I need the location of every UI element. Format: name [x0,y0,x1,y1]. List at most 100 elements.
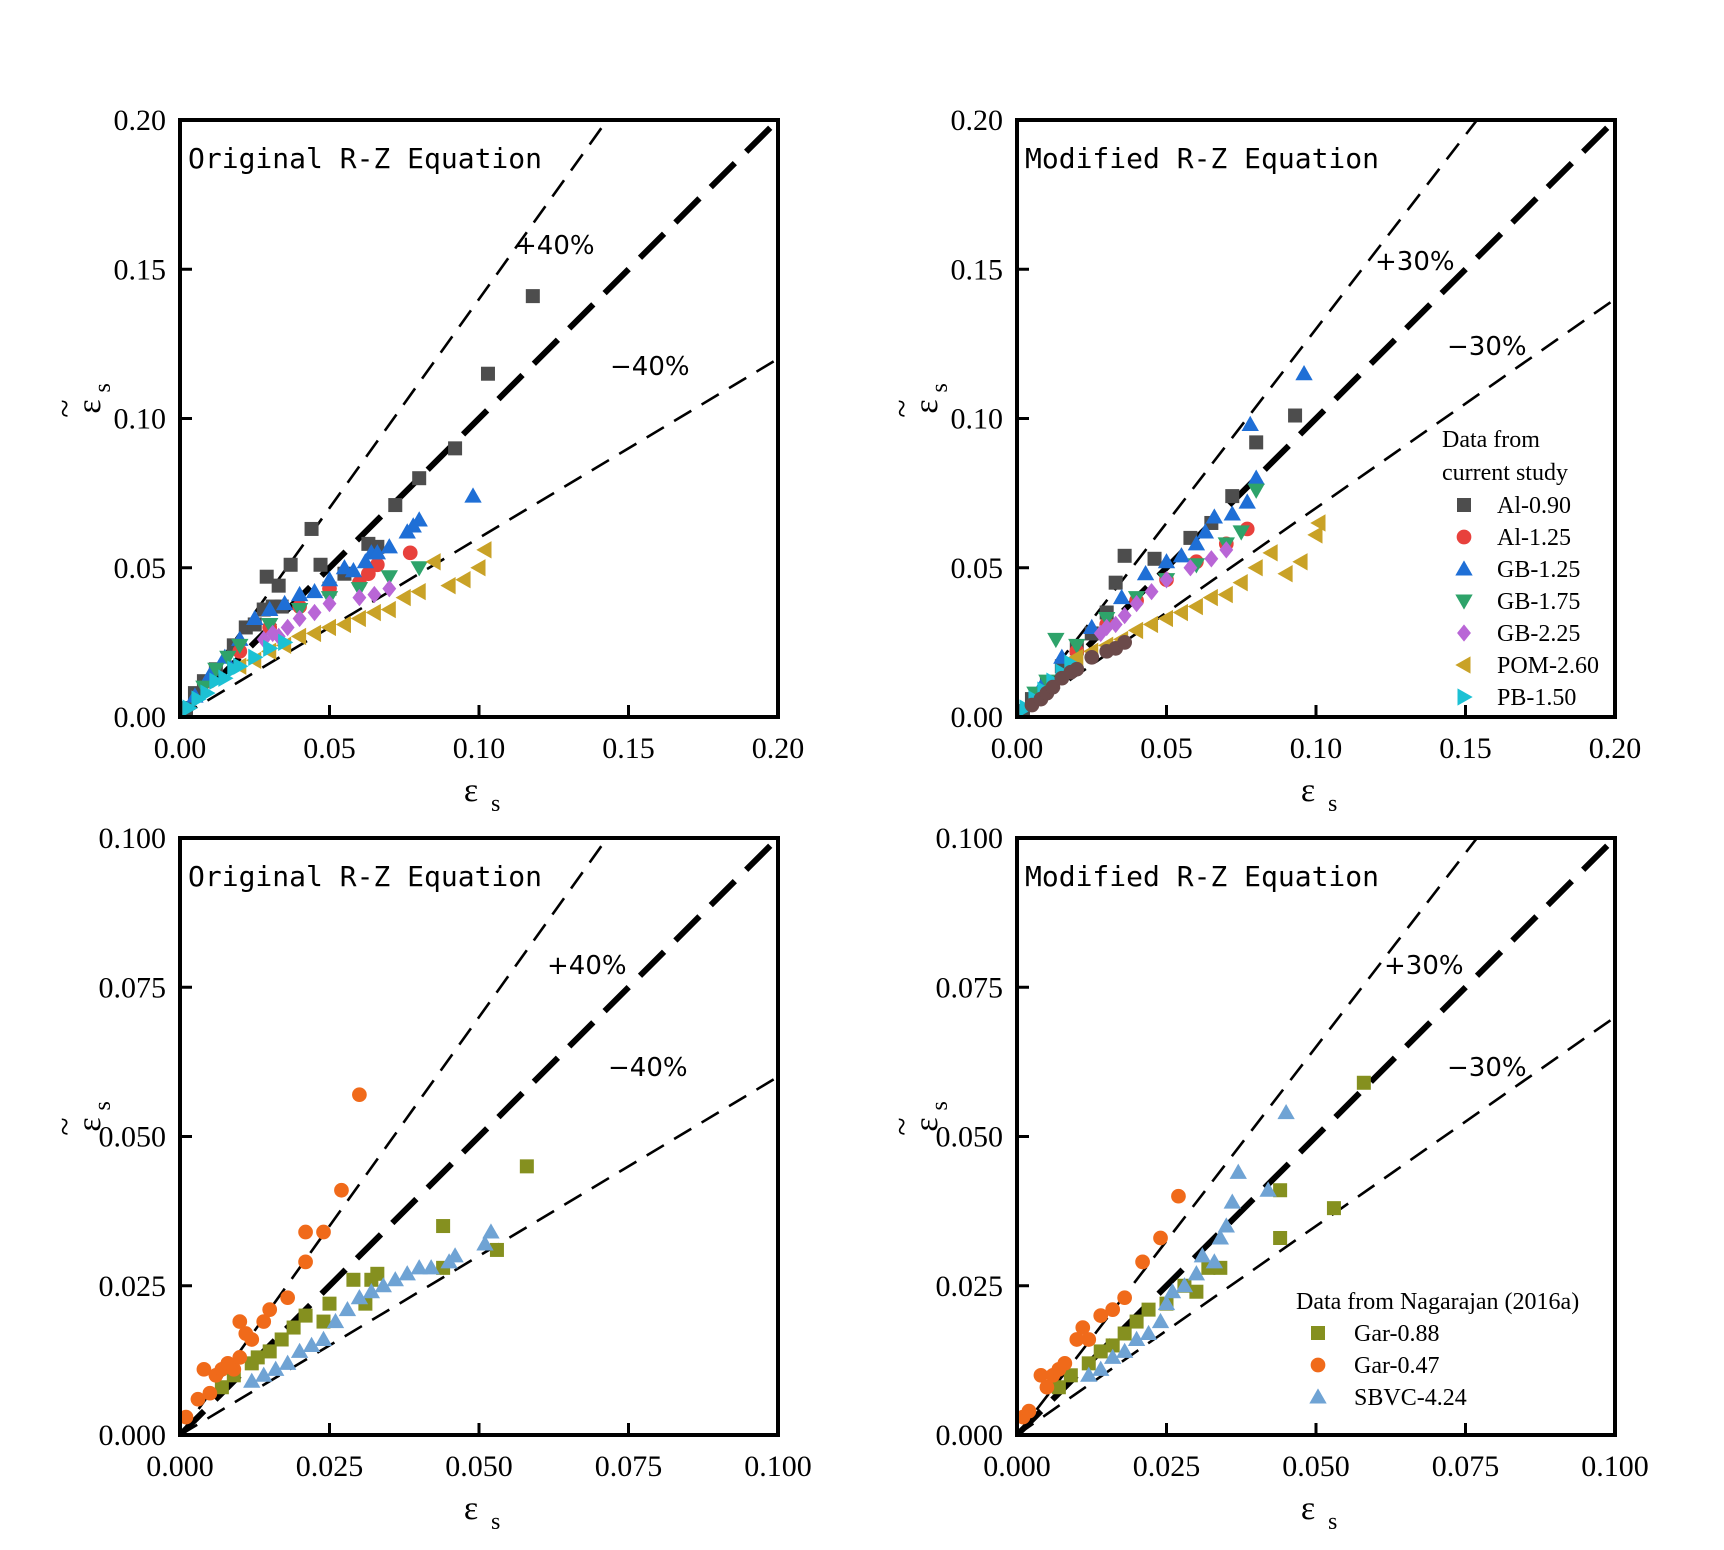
x-tick-label: 0.000 [983,1450,1051,1483]
y-tick-label: 0.025 [99,1270,167,1303]
data-point [1093,1308,1109,1323]
legend-title: current study [1442,460,1568,486]
data-point [191,690,207,708]
data-point [1232,573,1248,592]
data-point [1104,1348,1122,1364]
data-point [1033,1367,1049,1383]
series-gb-2-25 [1093,541,1234,643]
data-point [368,544,387,560]
data-point [525,289,540,304]
data-point [367,585,382,604]
x-tick-label: 0.15 [1439,732,1492,765]
data-point [1189,1284,1204,1299]
data-point [1084,649,1100,665]
legend-label: Al-0.90 [1497,493,1571,519]
data-point [1247,559,1263,577]
upper-band-label: +30% [1384,951,1464,981]
y-tick-label: 0.025 [936,1270,1004,1303]
upper-band-label: +40% [547,951,627,981]
data-point [307,603,322,622]
data-point [1232,525,1250,541]
data-point [1277,1103,1295,1120]
data-point [275,594,294,611]
x-tick-label: 0.000 [146,1450,214,1483]
x-tick-label: 0.15 [602,732,655,765]
data-point [1229,1163,1247,1179]
data-point [1144,582,1159,601]
y-axis-label: ε [908,399,945,413]
data-point [1075,1320,1091,1335]
data-point [380,538,398,554]
data-point [1105,1338,1120,1353]
data-point [1117,635,1132,650]
data-point [1159,571,1174,589]
lower-error-band-line [180,357,778,717]
data-point [1057,1356,1073,1371]
data-point [278,1354,297,1370]
data-point [1187,535,1206,551]
data-point [1219,541,1234,559]
data-point [388,498,403,513]
data-point [1163,1283,1182,1299]
legend-marker [1311,1326,1325,1340]
data-point [326,1312,345,1329]
x-tick-label: 0.05 [1140,732,1193,765]
data-point [196,1361,212,1377]
data-point [362,1283,381,1299]
data-point [1307,526,1323,544]
data-point [292,609,307,628]
upper-band-label: +40% [515,231,595,261]
data-point [1193,1247,1212,1263]
data-point [302,1336,321,1352]
data-point [476,1235,494,1251]
data-point [1273,1183,1288,1198]
data-point [278,633,294,652]
y-axis-label-group: εs ~ [47,383,116,418]
y-tick-label: 0.000 [936,1419,1004,1452]
x-tick-label: 0.20 [1589,732,1642,765]
legend-label: GB-2.25 [1497,621,1580,647]
x-tick-label: 0.100 [744,1450,812,1483]
data-point [1117,548,1132,563]
plot-area [1017,838,1615,1435]
data-point [519,1159,534,1174]
data-point [480,366,495,381]
data-point [243,1372,261,1388]
y-tick-label: 0.10 [951,403,1004,436]
data-point [1262,544,1278,562]
data-point [290,1342,309,1358]
data-point [1217,585,1233,604]
data-point [1273,1230,1288,1245]
data-point [1295,365,1313,381]
data-point [412,471,427,486]
data-point [370,1266,385,1281]
series-pb-1-50 [182,633,294,717]
data-point [231,638,249,655]
legend-label: PB-1.50 [1497,685,1576,711]
one-to-one-line [1017,120,1615,717]
data-point [262,1302,278,1317]
data-point [1172,547,1191,563]
data-point [298,1308,313,1323]
y-tick-label: 0.050 [99,1121,167,1154]
data-point [352,588,367,607]
data-point [1139,1324,1158,1341]
chart-original-large-strain: 0.000.00 0.05 0.05 0.10 0.10 0.15 0.15 0.20 0.20… [47,104,804,817]
data-point [305,624,322,643]
one-to-one-line [180,120,778,717]
y-axis-label: ε [71,399,108,413]
data-point [350,1289,369,1305]
data-point [233,657,249,675]
legend-marker [1457,498,1471,512]
data-point [1129,594,1144,613]
x-axis-label-subscript: s [491,1509,500,1535]
data-point [1277,565,1293,583]
y-tick-label: 0.100 [936,822,1004,855]
data-point [1205,1253,1224,1269]
data-point [1187,1265,1206,1281]
data-point [386,1271,404,1287]
data-point [1136,565,1155,581]
legend-label: GB-1.75 [1497,589,1580,615]
data-point [1099,618,1114,637]
data-point [410,511,428,527]
